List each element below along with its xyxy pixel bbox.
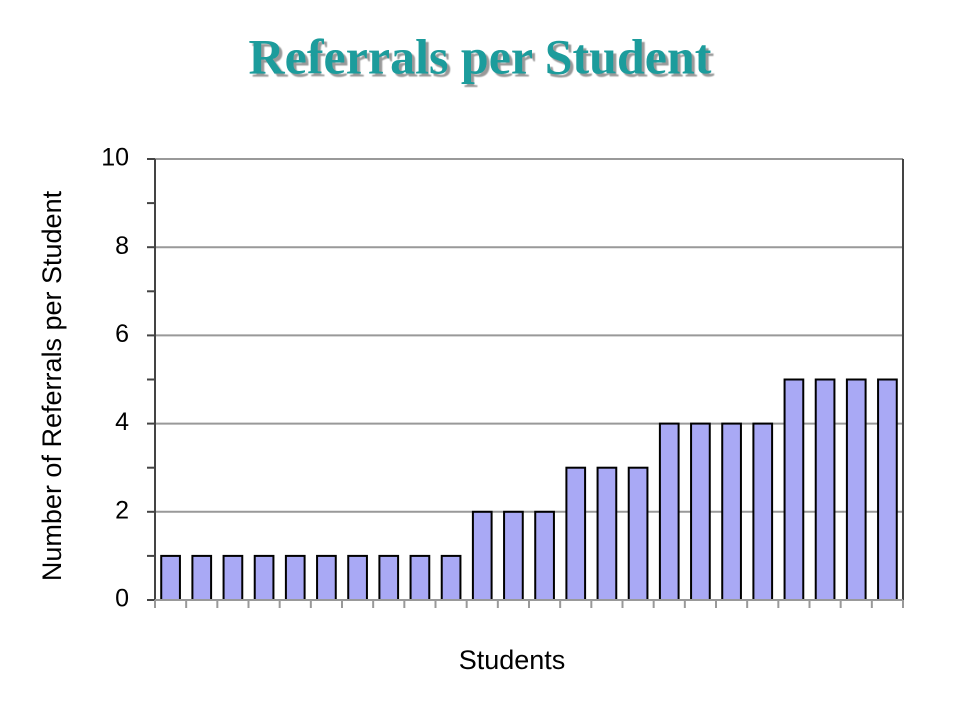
bar	[378, 554, 400, 602]
bar	[627, 466, 649, 602]
bar	[814, 378, 836, 601]
bar	[347, 554, 368, 602]
bar	[845, 378, 867, 601]
bar	[690, 422, 711, 601]
bar	[503, 510, 524, 601]
y-axis-label: Number of Referrals per Student	[37, 190, 67, 581]
bar	[284, 554, 306, 602]
bar	[160, 554, 181, 602]
bar	[440, 554, 462, 602]
chart-title: Referrals per Student	[249, 28, 712, 84]
bar	[253, 554, 275, 602]
bar	[596, 466, 618, 602]
bar	[752, 422, 774, 601]
y-tick-label: 8	[115, 232, 129, 260]
bar	[409, 554, 431, 602]
y-tick-label: 0	[115, 585, 129, 613]
y-tick-label: 6	[115, 320, 129, 348]
bar	[222, 554, 244, 602]
bar	[191, 554, 213, 602]
y-tick-label: 10	[101, 144, 129, 172]
x-axis-label: Students	[459, 645, 566, 675]
bar	[877, 378, 898, 601]
y-tick-label: 4	[115, 408, 129, 436]
bar	[721, 422, 742, 601]
bar	[534, 510, 555, 601]
bar	[316, 554, 337, 602]
bar	[471, 510, 493, 601]
bar	[658, 422, 680, 601]
y-tick-label: 2	[115, 496, 129, 524]
bar	[565, 466, 587, 602]
bar	[783, 378, 805, 601]
